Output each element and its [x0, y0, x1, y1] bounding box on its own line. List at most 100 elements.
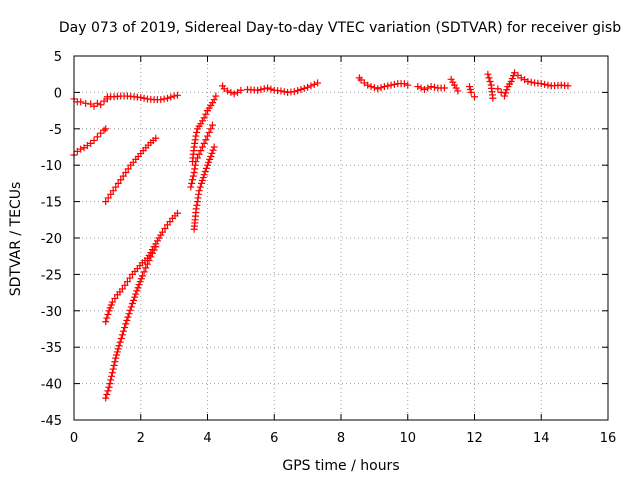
- y-tick-label: -5: [49, 123, 62, 138]
- data-point: [157, 96, 165, 104]
- data-point: [152, 134, 160, 142]
- data-point: [195, 150, 203, 158]
- data-point: [160, 95, 168, 103]
- y-tick-label: -15: [41, 196, 62, 211]
- data-point: [118, 285, 126, 293]
- data-point: [544, 81, 552, 89]
- data-point: [109, 365, 117, 373]
- data-point: [100, 126, 108, 134]
- data-point: [106, 380, 114, 388]
- data-point: [102, 394, 110, 402]
- data-point: [524, 77, 532, 85]
- data-point: [387, 81, 395, 89]
- data-point: [128, 300, 136, 308]
- data-point: [116, 338, 124, 346]
- data-point: [104, 310, 112, 318]
- data-point: [237, 86, 245, 94]
- data-point: [440, 84, 448, 92]
- x-tick-label: 10: [399, 431, 416, 446]
- x-tick-label: 6: [270, 431, 278, 446]
- data-point: [414, 83, 422, 91]
- series-trace-15: [447, 75, 462, 95]
- data-point: [188, 176, 196, 184]
- data-point: [108, 298, 116, 306]
- data-point: [541, 80, 549, 88]
- data-point: [145, 257, 153, 265]
- data-point: [147, 253, 155, 261]
- data-point: [277, 87, 285, 95]
- data-point: [108, 372, 116, 380]
- y-tick-label: -45: [41, 414, 62, 429]
- data-point: [501, 92, 509, 100]
- data-point: [115, 342, 123, 350]
- y-tick-label: -10: [41, 159, 62, 174]
- series-trace-3: [103, 91, 181, 104]
- data-point: [197, 147, 205, 155]
- data-point: [210, 96, 218, 104]
- data-point: [120, 327, 128, 335]
- data-point: [126, 274, 134, 282]
- data-point: [103, 314, 111, 322]
- data-point: [125, 310, 133, 318]
- chart-title: Day 073 of 2019, Sidereal Day-to-day VTE…: [59, 20, 621, 36]
- series-trace-16: [465, 83, 478, 101]
- data-point: [201, 168, 209, 176]
- data-point: [143, 260, 151, 268]
- data-point: [364, 81, 372, 89]
- data-point: [290, 88, 298, 96]
- data-point: [112, 354, 120, 362]
- data-point: [212, 92, 220, 100]
- data-point: [200, 139, 208, 147]
- data-point: [202, 136, 210, 144]
- data-point: [486, 77, 494, 85]
- series-trace-7: [188, 92, 220, 166]
- data-point: [187, 183, 195, 191]
- data-point: [113, 348, 121, 356]
- data-point: [102, 318, 110, 326]
- data-point: [111, 294, 119, 302]
- data-point: [113, 351, 121, 359]
- data-point: [102, 198, 110, 206]
- data-point: [267, 85, 275, 93]
- data-point: [114, 179, 122, 187]
- data-point: [564, 82, 572, 90]
- x-tick-label: 4: [203, 431, 211, 446]
- series-trace-4: [102, 134, 160, 206]
- data-point: [307, 82, 315, 90]
- data-point: [124, 165, 132, 173]
- data-point: [122, 320, 130, 328]
- data-point: [104, 387, 112, 395]
- data-point: [97, 101, 105, 109]
- data-point: [167, 93, 175, 101]
- data-point: [205, 128, 213, 136]
- series-trace-13: [367, 80, 412, 93]
- data-point: [264, 84, 272, 92]
- series-trace-5: [102, 209, 181, 326]
- data-point: [494, 85, 502, 93]
- data-point: [126, 306, 134, 314]
- data-point: [454, 87, 462, 95]
- data-point: [430, 83, 438, 91]
- data-point: [103, 391, 111, 399]
- data-point: [370, 84, 378, 92]
- data-point: [224, 87, 232, 95]
- data-point: [105, 383, 113, 391]
- data-point: [77, 98, 85, 106]
- data-point: [150, 246, 158, 254]
- data-point: [254, 86, 262, 94]
- data-point: [193, 128, 201, 136]
- series-trace-12: [355, 74, 372, 89]
- data-point: [192, 132, 200, 140]
- data-point: [122, 168, 130, 176]
- data-point: [380, 83, 388, 91]
- y-tick-label: -25: [41, 268, 62, 283]
- data-point: [207, 152, 215, 160]
- data-point: [112, 183, 120, 191]
- y-tick-label: -30: [41, 305, 62, 320]
- x-tick-label: 8: [337, 431, 345, 446]
- data-point: [200, 114, 208, 122]
- data-point: [90, 136, 98, 144]
- data-point: [189, 172, 197, 180]
- data-point: [294, 87, 302, 95]
- y-tick-label: -40: [41, 378, 62, 393]
